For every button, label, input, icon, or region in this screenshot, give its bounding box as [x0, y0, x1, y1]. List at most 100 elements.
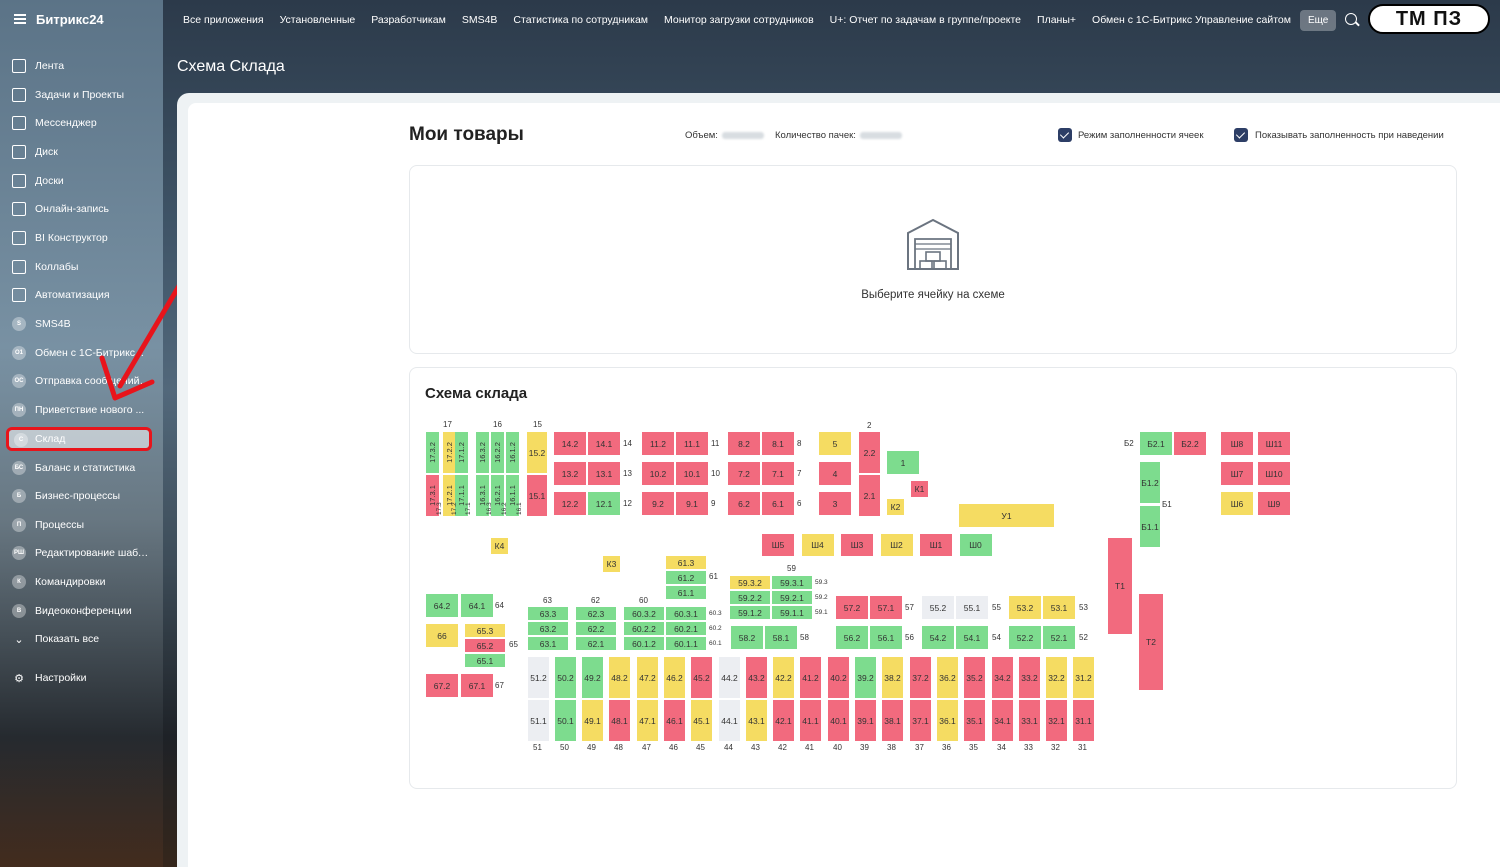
cell-64.1[interactable]: 64.1: [461, 594, 493, 617]
cell-65.3[interactable]: 65.3: [465, 624, 505, 637]
sidebar-item-18[interactable]: К Командировки: [0, 570, 163, 594]
cell-48.2[interactable]: 48.2: [609, 657, 630, 698]
cell-17.1.2[interactable]: 17.1.2: [455, 432, 468, 473]
sidebar-item-14[interactable]: БС Баланс и статистика: [0, 456, 163, 480]
sidebar-item-4[interactable]: Доски: [0, 169, 163, 193]
cell-50.2[interactable]: 50.2: [555, 657, 576, 698]
cell-9.2[interactable]: 9.2: [642, 492, 674, 515]
cell-11.1[interactable]: 11.1: [676, 432, 708, 455]
cell-К1[interactable]: К1: [911, 481, 928, 497]
cell-55.1[interactable]: 55.1: [956, 596, 988, 619]
cell-31.2[interactable]: 31.2: [1073, 657, 1094, 698]
cell-53.2[interactable]: 53.2: [1009, 596, 1041, 619]
cell-Ш5[interactable]: Ш5: [762, 534, 794, 556]
top-menu-item-5[interactable]: Монитор загрузки сотрудников: [664, 14, 814, 26]
cell-47.1[interactable]: 47.1: [637, 700, 658, 741]
sidebar-item-7[interactable]: Коллабы: [0, 255, 163, 279]
cell-59.1.2[interactable]: 59.1.2: [730, 606, 770, 619]
hover-fill-checkbox[interactable]: [1234, 128, 1248, 142]
cell-38.1[interactable]: 38.1: [882, 700, 903, 741]
cell-51.2[interactable]: 51.2: [528, 657, 549, 698]
cell-59.2.2[interactable]: 59.2.2: [730, 591, 770, 604]
cell-56.1[interactable]: 56.1: [870, 626, 902, 649]
cell-36.1[interactable]: 36.1: [937, 700, 958, 741]
sidebar-item-9[interactable]: S SMS4B: [0, 312, 163, 336]
cell-61.2[interactable]: 61.2: [666, 571, 706, 584]
cell-14.1[interactable]: 14.1: [588, 432, 620, 455]
top-menu-item-1[interactable]: Установленные: [279, 14, 356, 26]
cell-12.2[interactable]: 12.2: [554, 492, 586, 515]
cell-Ш0[interactable]: Ш0: [959, 534, 992, 556]
cell-15.2[interactable]: 15.2: [527, 432, 547, 473]
cell-Б2.2[interactable]: Б2.2: [1174, 432, 1206, 455]
top-menu-item-3[interactable]: SMS4B: [461, 14, 498, 26]
cell-59.3.1[interactable]: 59.3.1: [772, 576, 812, 589]
cell-59.1.1[interactable]: 59.1.1: [772, 606, 812, 619]
cell-3[interactable]: 3: [819, 492, 851, 515]
cell-65.1[interactable]: 65.1: [465, 654, 505, 667]
cell-17.3.1[interactable]: 17.3.1: [426, 475, 439, 516]
cell-45.1[interactable]: 45.1: [691, 700, 712, 741]
cell-9.1[interactable]: 9.1: [676, 492, 708, 515]
cell-34.2[interactable]: 34.2: [992, 657, 1013, 698]
cell-57.2[interactable]: 57.2: [836, 596, 868, 619]
cell-42.1[interactable]: 42.1: [773, 700, 794, 741]
cell-49.2[interactable]: 49.2: [582, 657, 603, 698]
cell-58.2[interactable]: 58.2: [731, 626, 763, 649]
cell-10.2[interactable]: 10.2: [642, 462, 674, 485]
cell-60.2.1[interactable]: 60.2.1: [666, 622, 706, 635]
cell-39.2[interactable]: 39.2: [855, 657, 876, 698]
cell-4[interactable]: 4: [819, 462, 851, 485]
cell-32.2[interactable]: 32.2: [1046, 657, 1067, 698]
cell-35.1[interactable]: 35.1: [964, 700, 985, 741]
cell-46.2[interactable]: 46.2: [664, 657, 685, 698]
cell-48.1[interactable]: 48.1: [609, 700, 630, 741]
cell-54.2[interactable]: 54.2: [922, 626, 954, 649]
cell-62.2[interactable]: 62.2: [576, 622, 616, 635]
cell-54.1[interactable]: 54.1: [956, 626, 988, 649]
cell-16.2.1[interactable]: 16.2.1: [491, 475, 504, 516]
sidebar-item-15[interactable]: Б Бизнес-процессы: [0, 484, 163, 508]
top-menu-item-4[interactable]: Статистика по сотрудникам: [513, 14, 649, 26]
cell-16.3.1[interactable]: 16.3.1: [476, 475, 489, 516]
cell-58.1[interactable]: 58.1: [765, 626, 797, 649]
menu-icon[interactable]: [14, 14, 26, 24]
cell-Ш1[interactable]: Ш1: [920, 534, 952, 556]
cell-Б1.1[interactable]: Б1.1: [1140, 506, 1160, 547]
cell-Ш10[interactable]: Ш10: [1258, 462, 1290, 485]
logo[interactable]: Битрикс24: [36, 12, 104, 27]
cell-40.2[interactable]: 40.2: [828, 657, 849, 698]
top-menu-item-2[interactable]: Разработчикам: [371, 14, 446, 26]
sidebar-item-5[interactable]: Онлайн-запись: [0, 197, 163, 221]
cell-55.2[interactable]: 55.2: [922, 596, 954, 619]
cell-8.2[interactable]: 8.2: [728, 432, 760, 455]
cell-43.2[interactable]: 43.2: [746, 657, 767, 698]
cell-65.2[interactable]: 65.2: [465, 639, 505, 652]
cell-Б2.1[interactable]: Б2.1: [1140, 432, 1172, 455]
cell-К4[interactable]: К4: [491, 538, 508, 554]
sidebar-item-16[interactable]: П Процессы: [0, 513, 163, 537]
cell-40.1[interactable]: 40.1: [828, 700, 849, 741]
top-menu-item-6[interactable]: U+: Отчет по задачам в группе/проекте: [829, 14, 1022, 26]
cell-49.1[interactable]: 49.1: [582, 700, 603, 741]
cell-Ш9[interactable]: Ш9: [1258, 492, 1290, 515]
cell-63.1[interactable]: 63.1: [528, 637, 568, 650]
cell-34.1[interactable]: 34.1: [992, 700, 1013, 741]
cell-17.2.1[interactable]: 17.2.1: [443, 475, 456, 516]
cell-2.1[interactable]: 2.1: [859, 475, 880, 516]
cell-Б1.2[interactable]: Б1.2: [1140, 462, 1160, 503]
cell-К2[interactable]: К2: [887, 499, 904, 515]
cell-7.2[interactable]: 7.2: [728, 462, 760, 485]
sidebar-item-11[interactable]: ОС Отправка сообщений ...: [0, 369, 163, 393]
cell-60.3.2[interactable]: 60.3.2: [624, 607, 664, 620]
cell-45.2[interactable]: 45.2: [691, 657, 712, 698]
cell-50.1[interactable]: 50.1: [555, 700, 576, 741]
cell-17.2.2[interactable]: 17.2.2: [443, 432, 456, 473]
cell-60.1.1[interactable]: 60.1.1: [666, 637, 706, 650]
cell-38.2[interactable]: 38.2: [882, 657, 903, 698]
top-menu-item-7[interactable]: Планы+: [1037, 14, 1077, 26]
cell-12.1[interactable]: 12.1: [588, 492, 620, 515]
sidebar-item-6[interactable]: BI Конструктор: [0, 226, 163, 250]
cell-16.2.2[interactable]: 16.2.2: [491, 432, 504, 473]
sidebar-item-21[interactable]: ⚙ Настройки: [0, 666, 163, 690]
